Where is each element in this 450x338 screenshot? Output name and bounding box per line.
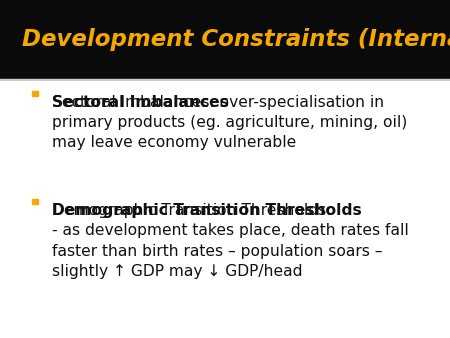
Bar	[0, 0, 450, 79]
Bar	[32, 91, 38, 96]
Text: Sectoral Imbalances: Sectoral Imbalances	[52, 95, 229, 110]
Text: Demographic Transition Thresholds:
- as development takes place, death rates fal: Demographic Transition Thresholds: - as …	[52, 203, 409, 279]
Text: Demographic Transition Thresholds: Demographic Transition Thresholds	[52, 203, 361, 218]
Text: Development Constraints (Internal): Development Constraints (Internal)	[22, 28, 450, 51]
Bar	[32, 199, 38, 204]
Text: Sectoral Imbalances: over-specialisation in
primary products (eg. agriculture, m: Sectoral Imbalances: over-specialisation…	[52, 95, 407, 150]
